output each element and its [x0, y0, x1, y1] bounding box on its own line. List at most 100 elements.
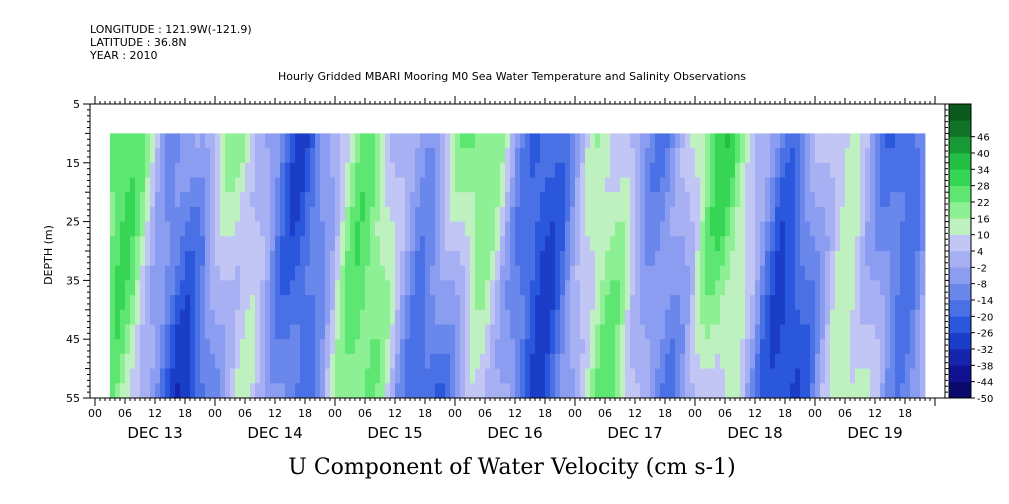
heatmap-cell — [895, 339, 901, 355]
heatmap-cell — [390, 280, 396, 296]
heatmap-cell — [735, 221, 741, 237]
heatmap-cell — [380, 339, 386, 355]
heatmap-cell — [445, 353, 451, 369]
heatmap-cell — [605, 309, 611, 325]
heatmap-cell — [855, 148, 861, 164]
heatmap-cell — [555, 280, 561, 296]
heatmap-cell — [535, 133, 541, 149]
heatmap-cell — [605, 295, 611, 311]
heatmap-cell — [675, 221, 681, 237]
heatmap-cell — [540, 324, 546, 340]
heatmap-cell — [785, 309, 791, 325]
heatmap-cell — [845, 280, 851, 296]
heatmap-cell — [875, 148, 881, 164]
colorbar-label: -20 — [977, 312, 993, 323]
heatmap-cell — [370, 339, 376, 355]
heatmap-cell — [305, 148, 311, 164]
heatmap-cell — [890, 280, 896, 296]
heatmap-cell — [310, 339, 316, 355]
heatmap-cell — [565, 368, 571, 384]
heatmap-cell — [235, 324, 241, 340]
heatmap-cell — [640, 236, 646, 252]
heatmap-cell — [910, 280, 916, 296]
heatmap-cell — [740, 162, 746, 178]
x-hour-label: 12 — [868, 407, 882, 420]
heatmap-cell — [250, 206, 256, 222]
heatmap-cell — [435, 339, 441, 355]
heatmap-cell — [385, 177, 391, 193]
heatmap-cell — [245, 383, 251, 399]
heatmap-cell — [575, 251, 581, 267]
heatmap-cell — [240, 236, 246, 252]
heatmap-cell — [470, 295, 476, 311]
heatmap-cell — [860, 148, 866, 164]
heatmap-cell — [480, 251, 486, 267]
heatmap-cell — [445, 133, 451, 149]
heatmap-cell — [525, 148, 531, 164]
heatmap-cell — [750, 177, 756, 193]
heatmap-cell — [435, 148, 441, 164]
heatmap-cell — [360, 280, 366, 296]
heatmap-cell — [625, 265, 631, 281]
heatmap-cell — [140, 206, 146, 222]
heatmap-cell — [830, 265, 836, 281]
heatmap-cell — [465, 383, 471, 399]
heatmap-cell — [660, 206, 666, 222]
heatmap-cell — [910, 368, 916, 384]
heatmap-cell — [730, 221, 736, 237]
heatmap-cell — [280, 353, 286, 369]
heatmap-cell — [320, 251, 326, 267]
heatmap-cell — [520, 192, 526, 208]
heatmap-cell — [370, 280, 376, 296]
heatmap-cell — [835, 221, 841, 237]
heatmap-cell — [820, 295, 826, 311]
heatmap-cell — [670, 324, 676, 340]
heatmap-cell — [455, 368, 461, 384]
heatmap-cell — [195, 339, 201, 355]
heatmap-cell — [195, 353, 201, 369]
colorbar-swatch — [949, 218, 971, 235]
heatmap-cell — [410, 339, 416, 355]
heatmap-cell — [820, 353, 826, 369]
heatmap-cell — [460, 339, 466, 355]
heatmap-cell — [510, 206, 516, 222]
heatmap-cell — [770, 206, 776, 222]
heatmap-cell — [790, 206, 796, 222]
heatmap-cell — [880, 339, 886, 355]
heatmap-cell — [875, 368, 881, 384]
heatmap-cell — [385, 383, 391, 399]
heatmap-cell — [535, 162, 541, 178]
heatmap-cell — [120, 339, 126, 355]
heatmap-cell — [815, 280, 821, 296]
heatmap-cell — [460, 324, 466, 340]
heatmap-cell — [195, 324, 201, 340]
heatmap-cell — [750, 383, 756, 399]
heatmap-cell — [880, 177, 886, 193]
heatmap-cell — [170, 251, 176, 267]
heatmap-cell — [860, 265, 866, 281]
heatmap-cell — [860, 162, 866, 178]
heatmap-cell — [310, 148, 316, 164]
heatmap-cell — [555, 177, 561, 193]
heatmap-cell — [380, 192, 386, 208]
heatmap-cell — [355, 383, 361, 399]
heatmap-cell — [190, 236, 196, 252]
heatmap-cell — [595, 339, 601, 355]
heatmap-cell — [295, 324, 301, 340]
heatmap-cell — [160, 177, 166, 193]
heatmap-cell — [645, 324, 651, 340]
heatmap-cell — [460, 309, 466, 325]
heatmap-cell — [435, 383, 441, 399]
heatmap-cell — [790, 177, 796, 193]
heatmap-cell — [820, 148, 826, 164]
heatmap-cell — [285, 324, 291, 340]
heatmap-cell — [440, 133, 446, 149]
heatmap-cell — [800, 265, 806, 281]
heatmap-cell — [680, 383, 686, 399]
heatmap-cell — [215, 236, 221, 252]
heatmap-cell — [665, 368, 671, 384]
heatmap-cell — [760, 162, 766, 178]
heatmap-cell — [385, 265, 391, 281]
heatmap-cell — [480, 265, 486, 281]
heatmap-cell — [870, 148, 876, 164]
